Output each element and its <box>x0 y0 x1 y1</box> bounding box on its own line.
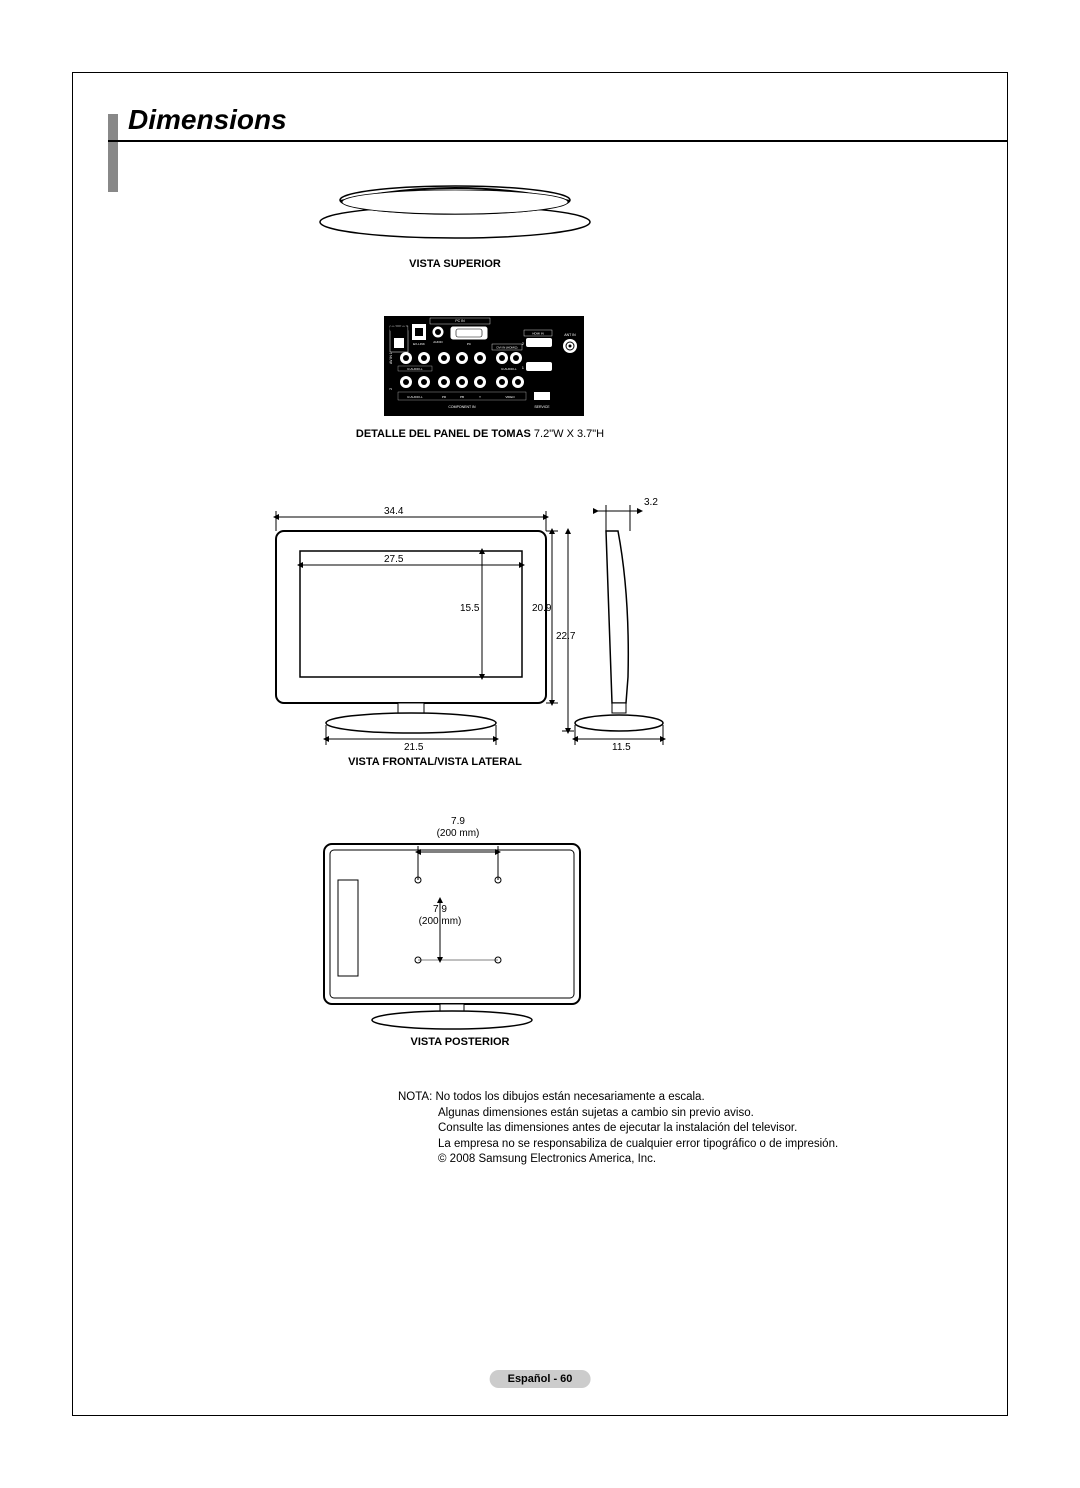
label-pb: PB <box>460 395 464 399</box>
top-view-caption: VISTA SUPERIOR <box>310 258 600 270</box>
label-dvi-in: DVI IN (HDMI2) <box>497 346 518 350</box>
dim-vesa-h-in: 7.9 <box>433 904 447 915</box>
dim-vesa-h-mm: (200 mm) <box>419 916 462 927</box>
note-line2: Algunas dimensiones están sujetas a camb… <box>438 1107 754 1119</box>
front-side-diagram: 34.4 27.5 15.5 20.9 22.7 21.5 3.2 11.5 <box>256 495 686 755</box>
rear-view-caption: VISTA POSTERIOR <box>340 1036 580 1048</box>
dim-34-4: 34.4 <box>384 506 404 517</box>
dim-vesa-w-mm: (200 mm) <box>437 828 480 839</box>
note-prefix: NOTA: <box>398 1091 432 1103</box>
label-pc-in: PC IN <box>455 319 465 323</box>
jack-caption-rest: 7.2"W X 3.7"H <box>531 428 604 440</box>
jack-panel-caption: DETALLE DEL PANEL DE TOMAS 7.2"W X 3.7"H <box>310 428 650 440</box>
dim-20-9: 20.9 <box>532 603 552 614</box>
front-side-caption: VISTA FRONTAL/VISTA LATERAL <box>330 756 540 768</box>
label-raudio2: R-AUDIO-L <box>501 367 517 371</box>
note-block: NOTA: No todos los dibujos están necesar… <box>398 1090 838 1168</box>
dim-3-2: 3.2 <box>644 497 658 508</box>
label-raudio3: R-AUDIO-L <box>407 395 423 399</box>
note-line3: Consulte las dimensiones antes de ejecut… <box>438 1122 797 1134</box>
jack-panel-diagram: DIGITAL AUDIO OUT (OPTICAL) EX-LINK PC I… <box>384 310 584 422</box>
dim-15-5: 15.5 <box>460 603 480 614</box>
label-ant-in: ANT IN <box>564 333 576 337</box>
note-line5: © 2008 Samsung Electronics America, Inc. <box>438 1153 656 1165</box>
title-sidebar <box>108 114 118 192</box>
title-underline <box>108 140 1008 142</box>
top-view-diagram <box>310 180 600 240</box>
page-title: Dimensions <box>128 104 287 136</box>
rear-view-diagram: 7.9 (200 mm) 7.9 (200 mm) <box>320 808 584 1032</box>
label-video: VIDEO <box>505 395 515 399</box>
page-footer: Español - 60 <box>490 1370 591 1388</box>
note-line1: No todos los dibujos están necesariament… <box>436 1091 705 1103</box>
dim-22-7: 22.7 <box>556 631 576 642</box>
label-audio-top: AUDIO <box>433 340 443 344</box>
jack-caption-bold: DETALLE DEL PANEL DE TOMAS <box>356 428 531 440</box>
note-line4: La empresa no se responsabiliza de cualq… <box>438 1138 838 1150</box>
label-hdmi-in: HDMI IN <box>532 332 544 336</box>
label-raudio1: R-AUDIO-L <box>407 367 423 371</box>
dim-27-5: 27.5 <box>384 554 404 565</box>
dim-vesa-w-in: 7.9 <box>451 816 465 827</box>
label-component: COMPONENT IN <box>448 405 476 409</box>
dim-11-5: 11.5 <box>612 742 631 753</box>
dim-21-5: 21.5 <box>404 742 424 753</box>
label-exlink: EX-LINK <box>413 342 425 346</box>
label-service: SERVICE <box>534 405 550 409</box>
label-y: Y <box>479 395 481 399</box>
label-av-in1: AV IN 1 <box>389 352 393 364</box>
